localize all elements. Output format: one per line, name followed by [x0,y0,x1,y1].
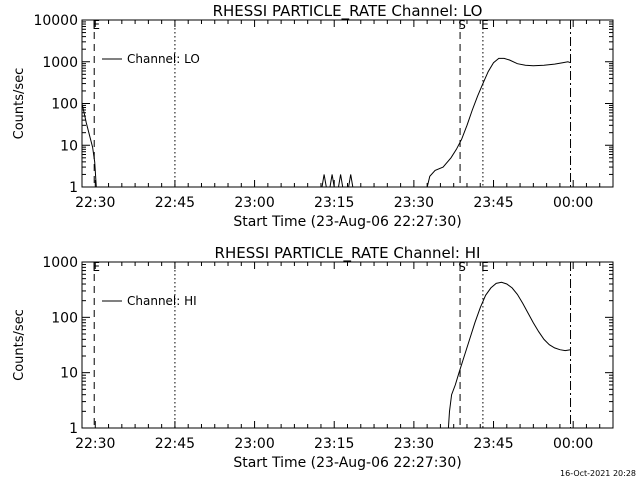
event-marker-label: E [481,18,489,32]
y-tick-label: 10000 [33,13,78,29]
legend-label: Channel: HI [127,294,197,308]
y-tick-label: 1 [69,421,78,437]
y-tick-label: 10 [60,138,78,154]
x-tick-label: 23:45 [473,195,513,211]
y-tick-label: 1000 [42,55,78,71]
x-axis-label: Start Time (23-Aug-06 22:27:30) [233,455,461,471]
event-marker-label: E [92,18,100,32]
event-marker-label: S [458,18,466,32]
y-axis-label: Counts/sec [12,309,27,381]
series-line [348,174,354,188]
y-tick-label: 100 [51,310,78,326]
series-line [426,57,571,188]
event-marker-label: E [92,260,100,274]
x-tick-label: 22:45 [155,195,195,211]
series-line [321,174,327,188]
x-tick-label: 23:15 [314,195,354,211]
footer-timestamp: 16-Oct-2021 20:28 [560,469,636,478]
y-tick-label: 1 [69,180,78,196]
event-marker-label: E [481,260,489,274]
y-tick-label: 1000 [42,255,78,271]
x-tick-label: 23:30 [394,195,434,211]
y-tick-label: 100 [51,97,78,113]
x-tick-label: 22:45 [155,436,195,452]
series-line [338,174,344,188]
x-axis-label: Start Time (23-Aug-06 22:27:30) [233,214,461,230]
event-marker-label: S [458,260,466,274]
x-tick-label: 23:15 [314,436,354,452]
x-tick-label: 00:00 [553,436,593,452]
chart-title: RHESSI PARTICLE_RATE Channel: HI [215,244,481,263]
x-tick-label: 23:00 [234,195,274,211]
y-tick-label: 10 [60,366,78,382]
x-tick-label: 22:30 [75,195,115,211]
x-tick-label: 23:45 [473,436,513,452]
series-line [81,103,97,188]
x-tick-label: 23:30 [394,436,434,452]
x-tick-label: 23:00 [234,436,274,452]
chart-title: RHESSI PARTICLE_RATE Channel: LO [213,2,483,21]
x-tick-label: 22:30 [75,436,115,452]
legend-label: Channel: LO [127,52,200,66]
y-axis-label: Counts/sec [12,68,27,140]
series-line [329,174,335,188]
x-tick-label: 00:00 [553,195,593,211]
series-line [447,281,571,429]
